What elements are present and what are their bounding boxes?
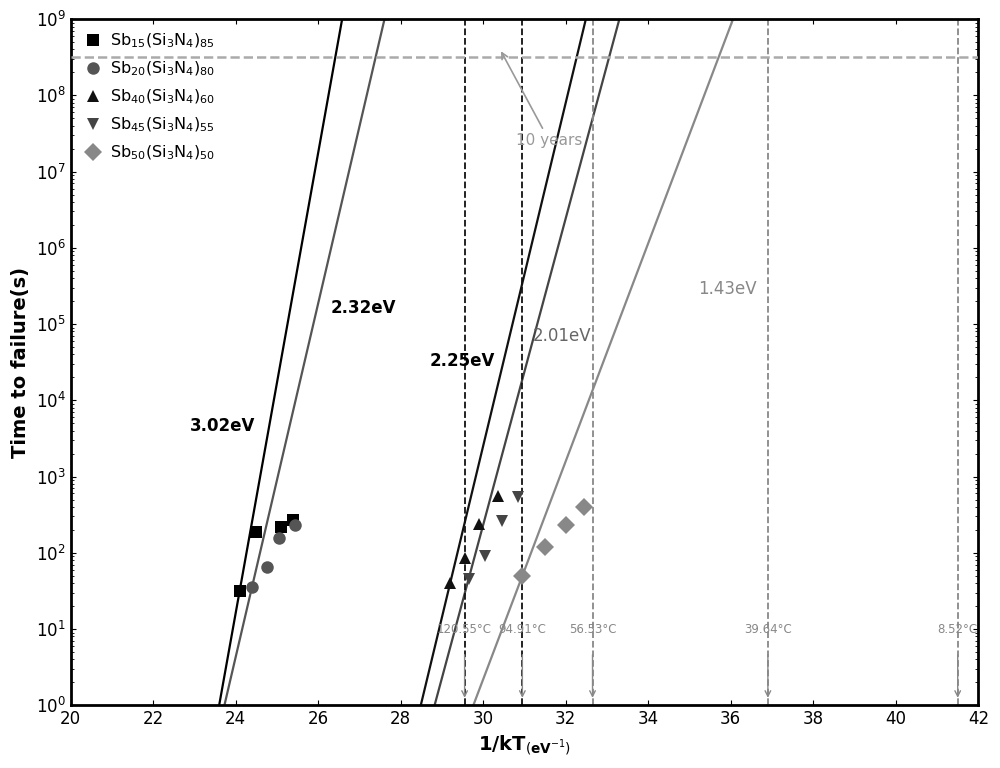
Sb$_{20}$(Si$_{3}$N$_{4}$)$_{80}$ bbox=[246, 582, 258, 591]
Sb$_{40}$(Si$_{3}$N$_{4}$)$_{60}$ bbox=[444, 578, 456, 588]
Line: Sb$_{50}$(Si$_{3}$N$_{4}$)$_{50}$: Sb$_{50}$(Si$_{3}$N$_{4}$)$_{50}$ bbox=[516, 501, 591, 582]
Sb$_{50}$(Si$_{3}$N$_{4}$)$_{50}$ bbox=[578, 502, 590, 511]
Text: 56.53°C: 56.53°C bbox=[569, 624, 616, 637]
Sb$_{40}$(Si$_{3}$N$_{4}$)$_{60}$ bbox=[459, 554, 471, 563]
Text: 1.43eV: 1.43eV bbox=[698, 280, 756, 298]
Text: 10 years: 10 years bbox=[502, 53, 583, 148]
Sb$_{50}$(Si$_{3}$N$_{4}$)$_{50}$ bbox=[560, 521, 572, 530]
Text: 3.02eV: 3.02eV bbox=[190, 417, 256, 435]
Sb$_{20}$(Si$_{3}$N$_{4}$)$_{80}$ bbox=[289, 521, 301, 530]
Line: Sb$_{45}$(Si$_{3}$N$_{4}$)$_{55}$: Sb$_{45}$(Si$_{3}$N$_{4}$)$_{55}$ bbox=[462, 491, 524, 584]
Line: Sb$_{15}$(Si$_{3}$N$_{4}$)$_{85}$: Sb$_{15}$(Si$_{3}$N$_{4}$)$_{85}$ bbox=[233, 514, 300, 597]
Sb$_{15}$(Si$_{3}$N$_{4}$)$_{85}$ bbox=[287, 515, 299, 525]
Sb$_{45}$(Si$_{3}$N$_{4}$)$_{55}$ bbox=[512, 492, 524, 502]
Line: Sb$_{20}$(Si$_{3}$N$_{4}$)$_{80}$: Sb$_{20}$(Si$_{3}$N$_{4}$)$_{80}$ bbox=[246, 519, 302, 593]
Sb$_{45}$(Si$_{3}$N$_{4}$)$_{55}$ bbox=[496, 517, 508, 526]
Sb$_{50}$(Si$_{3}$N$_{4}$)$_{50}$ bbox=[516, 571, 528, 581]
Sb$_{15}$(Si$_{3}$N$_{4}$)$_{85}$ bbox=[275, 523, 287, 532]
Sb$_{50}$(Si$_{3}$N$_{4}$)$_{50}$ bbox=[539, 542, 551, 551]
Text: 94.91°C: 94.91°C bbox=[498, 624, 546, 637]
Text: 39.64°C: 39.64°C bbox=[744, 624, 792, 637]
Line: Sb$_{40}$(Si$_{3}$N$_{4}$)$_{60}$: Sb$_{40}$(Si$_{3}$N$_{4}$)$_{60}$ bbox=[444, 489, 504, 589]
Text: 2.32eV: 2.32eV bbox=[331, 299, 396, 317]
Sb$_{40}$(Si$_{3}$N$_{4}$)$_{60}$ bbox=[492, 492, 504, 501]
Sb$_{20}$(Si$_{3}$N$_{4}$)$_{80}$ bbox=[273, 534, 285, 543]
Sb$_{45}$(Si$_{3}$N$_{4}$)$_{55}$ bbox=[463, 574, 475, 583]
Sb$_{40}$(Si$_{3}$N$_{4}$)$_{60}$ bbox=[473, 519, 485, 528]
Text: 120.55°C: 120.55°C bbox=[437, 624, 492, 637]
Text: 8.52°C: 8.52°C bbox=[938, 624, 978, 637]
Sb$_{45}$(Si$_{3}$N$_{4}$)$_{55}$ bbox=[479, 551, 491, 561]
Sb$_{15}$(Si$_{3}$N$_{4}$)$_{85}$ bbox=[234, 586, 246, 595]
Y-axis label: Time to failure(s): Time to failure(s) bbox=[11, 266, 30, 458]
Text: 2.01eV: 2.01eV bbox=[533, 327, 591, 345]
X-axis label: 1/kT$_{(\mathregular{eV}^{-1})}$: 1/kT$_{(\mathregular{eV}^{-1})}$ bbox=[478, 733, 571, 757]
Sb$_{20}$(Si$_{3}$N$_{4}$)$_{80}$ bbox=[261, 562, 273, 571]
Text: 2.25eV: 2.25eV bbox=[430, 353, 495, 370]
Sb$_{15}$(Si$_{3}$N$_{4}$)$_{85}$ bbox=[250, 527, 262, 536]
Legend: Sb$_{15}$(Si$_{3}$N$_{4}$)$_{85}$, Sb$_{20}$(Si$_{3}$N$_{4}$)$_{80}$, Sb$_{40}$(: Sb$_{15}$(Si$_{3}$N$_{4}$)$_{85}$, Sb$_{… bbox=[79, 27, 221, 167]
